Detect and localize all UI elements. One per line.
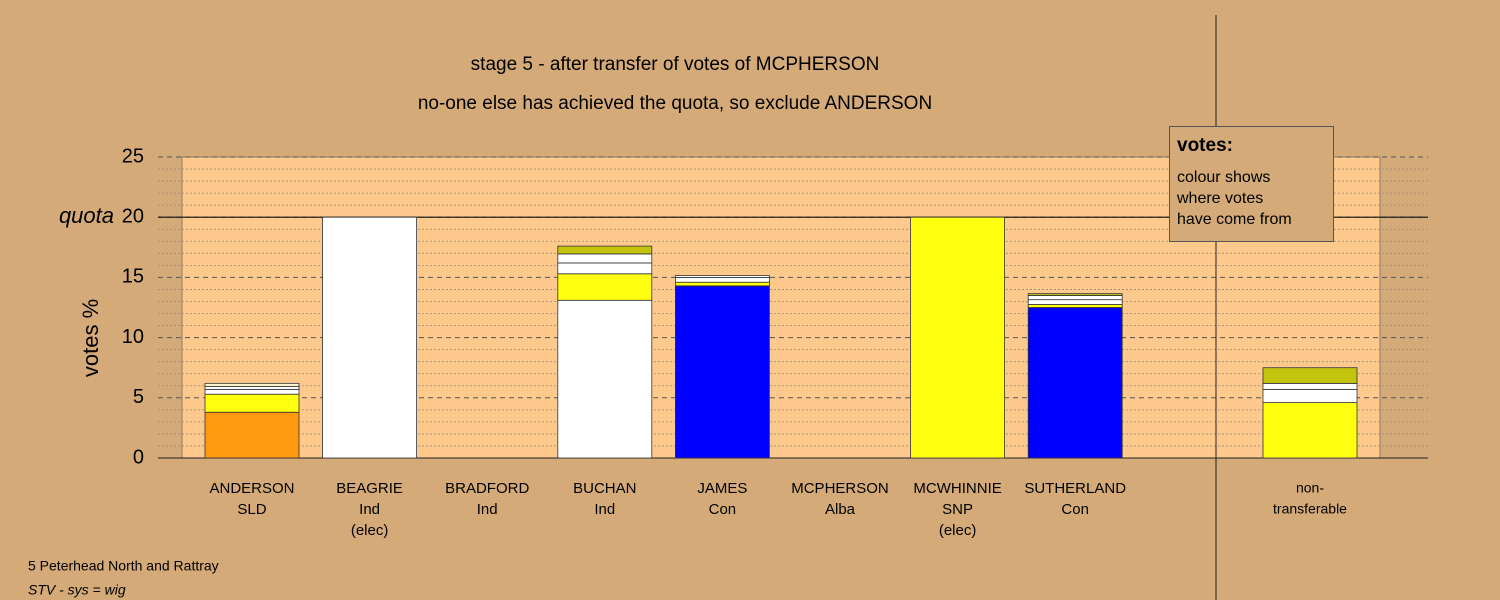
bar-segment <box>675 281 770 287</box>
bar-segment <box>1262 402 1358 459</box>
x-tick-label: MCPHERSON <box>791 480 889 497</box>
bar-segment <box>204 382 300 387</box>
bar-segment <box>557 245 653 255</box>
bar-segment <box>1262 367 1358 384</box>
footer-text: 5 Peterhead North and Rattray <box>28 558 219 574</box>
bar-segment <box>557 299 653 459</box>
x-tick-label: MCWHINNIE <box>913 480 1001 497</box>
x-tick-label: (elec) <box>351 522 389 539</box>
bar-segment <box>1262 382 1358 390</box>
bar-segment <box>322 216 418 459</box>
bars <box>204 216 1358 459</box>
y-tick-label: 0 <box>133 446 144 468</box>
x-tick-label: BUCHAN <box>573 480 636 497</box>
x-tick-label: transferable <box>1273 501 1347 517</box>
quota-label: quota <box>59 203 114 228</box>
y-tick-label: 5 <box>133 386 144 408</box>
note-title: votes: <box>1177 135 1233 156</box>
x-tick-label: Ind <box>594 501 615 518</box>
bar-segment <box>204 388 300 395</box>
bar-segment <box>557 262 653 275</box>
bar-segment <box>675 275 770 278</box>
bar-segment <box>1027 307 1123 459</box>
x-tick-label: SNP <box>942 501 973 518</box>
x-tick-label: BEAGRIE <box>336 480 403 497</box>
chart-title: stage 5 - after transfer of votes of MCP… <box>471 54 880 75</box>
chart-subtitle: no-one else has achieved the quota, so e… <box>418 93 932 114</box>
bar-segment <box>675 276 770 283</box>
x-tick-label: SUTHERLAND <box>1024 480 1126 497</box>
bar-segment <box>1262 388 1358 404</box>
x-tick-label: Con <box>709 501 737 518</box>
note-line: have come from <box>1177 211 1292 228</box>
x-tick-label: BRADFORD <box>445 480 529 497</box>
note-box <box>1169 126 1334 242</box>
bar-segment <box>204 385 300 390</box>
bar-segment <box>557 273 653 301</box>
y-tick-label: 10 <box>122 326 144 348</box>
footer-text: STV - sys = wig <box>28 582 126 598</box>
x-tick-label: non- <box>1296 480 1324 496</box>
bar-segment <box>1027 295 1123 301</box>
x-tick-label: JAMES <box>697 480 747 497</box>
bar-segment <box>204 393 300 413</box>
x-tick-label: Ind <box>359 501 380 518</box>
x-tick-label: (elec) <box>939 522 977 539</box>
y-axis-label: votes % <box>78 299 103 377</box>
bar-segment <box>1027 299 1123 305</box>
y-tick-label: 15 <box>122 266 144 288</box>
note-line: where votes <box>1176 190 1263 207</box>
x-tick-label: Con <box>1061 501 1089 518</box>
bar-segment <box>557 253 653 264</box>
bar-segment <box>1027 293 1123 296</box>
note-line: colour shows <box>1177 169 1270 186</box>
y-tick-label: 20 <box>122 205 144 227</box>
x-tick-label: SLD <box>237 501 266 518</box>
bar-segment <box>204 411 300 459</box>
x-tick-label: ANDERSON <box>209 480 294 497</box>
y-tick-label: 25 <box>122 145 144 167</box>
x-tick-label: Ind <box>477 501 498 518</box>
x-tick-label: Alba <box>825 501 856 518</box>
bar-segment <box>910 216 1005 459</box>
bar-segment <box>675 285 770 459</box>
bar-segment <box>1027 304 1123 308</box>
